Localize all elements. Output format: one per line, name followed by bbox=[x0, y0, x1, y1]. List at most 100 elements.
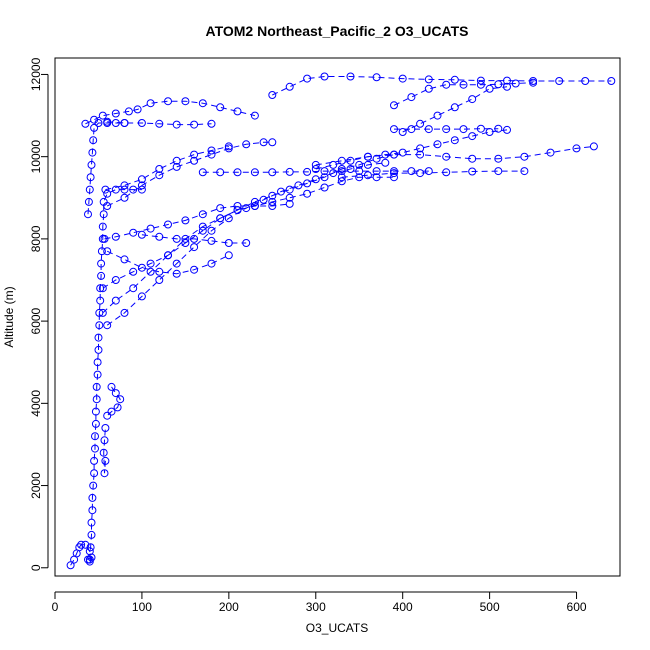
data-point bbox=[190, 243, 199, 252]
data-point bbox=[450, 75, 459, 84]
data-point bbox=[303, 74, 312, 83]
data-point bbox=[98, 111, 107, 120]
data-point bbox=[268, 91, 277, 99]
data-point bbox=[101, 456, 110, 465]
data-point bbox=[137, 292, 146, 301]
data-point bbox=[390, 167, 398, 176]
data-point bbox=[363, 152, 372, 161]
data-point bbox=[86, 173, 95, 182]
data-point bbox=[468, 167, 477, 176]
data-point bbox=[503, 82, 511, 91]
data-point bbox=[88, 148, 97, 157]
y-tick-label: 6000 bbox=[29, 307, 43, 334]
data-point bbox=[95, 321, 104, 330]
data-point bbox=[81, 540, 90, 549]
data-point bbox=[442, 80, 451, 89]
data-point bbox=[337, 165, 346, 173]
data-point bbox=[216, 204, 225, 213]
data-point bbox=[390, 125, 398, 134]
data-point bbox=[155, 267, 164, 276]
data-point bbox=[520, 152, 529, 161]
data-point bbox=[164, 251, 172, 260]
chart-title: ATOM2 Northeast_Pacific_2 O3_UCATS bbox=[206, 23, 469, 39]
series-line bbox=[106, 386, 121, 417]
data-point bbox=[268, 202, 277, 210]
data-point bbox=[81, 119, 90, 128]
data-point bbox=[442, 152, 451, 161]
data-point bbox=[424, 125, 433, 134]
data-point bbox=[90, 469, 99, 478]
data-point bbox=[320, 167, 329, 176]
data-point bbox=[390, 101, 398, 110]
data-point bbox=[137, 119, 146, 127]
data-point bbox=[494, 154, 503, 163]
data-point bbox=[416, 169, 425, 178]
data-point bbox=[303, 189, 312, 198]
data-point bbox=[216, 214, 225, 223]
series-line bbox=[106, 141, 273, 207]
series-line bbox=[105, 145, 229, 191]
data-point bbox=[242, 140, 251, 149]
data-point bbox=[268, 197, 277, 206]
data-point bbox=[85, 185, 94, 194]
data-point bbox=[103, 189, 112, 198]
data-point bbox=[277, 187, 285, 196]
data-point bbox=[407, 93, 416, 102]
x-tick-label: 100 bbox=[132, 600, 152, 614]
data-point bbox=[390, 169, 398, 178]
data-point bbox=[190, 120, 199, 129]
data-point bbox=[97, 271, 106, 280]
data-point bbox=[137, 175, 146, 184]
data-point bbox=[111, 389, 120, 398]
data-point bbox=[372, 173, 381, 182]
y-tick-label: 8000 bbox=[29, 225, 43, 252]
data-point bbox=[91, 444, 99, 453]
data-point bbox=[381, 158, 390, 167]
data-point bbox=[155, 276, 164, 284]
data-point bbox=[311, 175, 320, 184]
data-point bbox=[111, 109, 120, 118]
data-point bbox=[120, 119, 129, 127]
data-point bbox=[120, 181, 129, 190]
data-point bbox=[172, 234, 181, 243]
data-point bbox=[107, 407, 116, 416]
data-point bbox=[91, 407, 100, 416]
data-point bbox=[207, 236, 216, 245]
data-point bbox=[129, 267, 138, 276]
data-point bbox=[250, 202, 259, 210]
data-point bbox=[442, 168, 451, 177]
data-point bbox=[94, 345, 103, 354]
y-tick-label: 12000 bbox=[29, 57, 43, 91]
data-point bbox=[224, 142, 233, 151]
data-point bbox=[242, 204, 251, 213]
data-point bbox=[97, 247, 106, 256]
data-point bbox=[494, 167, 503, 176]
data-point bbox=[398, 74, 407, 83]
data-point bbox=[468, 95, 477, 104]
data-point bbox=[98, 222, 107, 231]
data-point bbox=[363, 171, 372, 180]
data-point bbox=[285, 167, 294, 176]
data-point bbox=[268, 138, 277, 147]
series-line bbox=[87, 122, 125, 215]
data-point bbox=[311, 160, 320, 169]
data-point bbox=[113, 403, 122, 412]
data-point bbox=[450, 103, 459, 112]
data-point bbox=[572, 144, 581, 153]
data-point bbox=[398, 148, 407, 157]
data-point bbox=[91, 419, 100, 428]
data-point bbox=[407, 167, 416, 176]
data-point bbox=[294, 181, 303, 190]
data-point bbox=[99, 448, 108, 457]
data-point bbox=[164, 220, 172, 229]
data-point bbox=[103, 411, 112, 420]
data-point bbox=[416, 119, 425, 128]
data-point bbox=[133, 105, 142, 114]
data-point bbox=[172, 156, 181, 165]
data-point bbox=[250, 197, 259, 206]
data-point bbox=[172, 120, 181, 129]
data-point bbox=[346, 156, 355, 165]
data-point bbox=[90, 456, 99, 465]
data-point bbox=[124, 107, 133, 116]
